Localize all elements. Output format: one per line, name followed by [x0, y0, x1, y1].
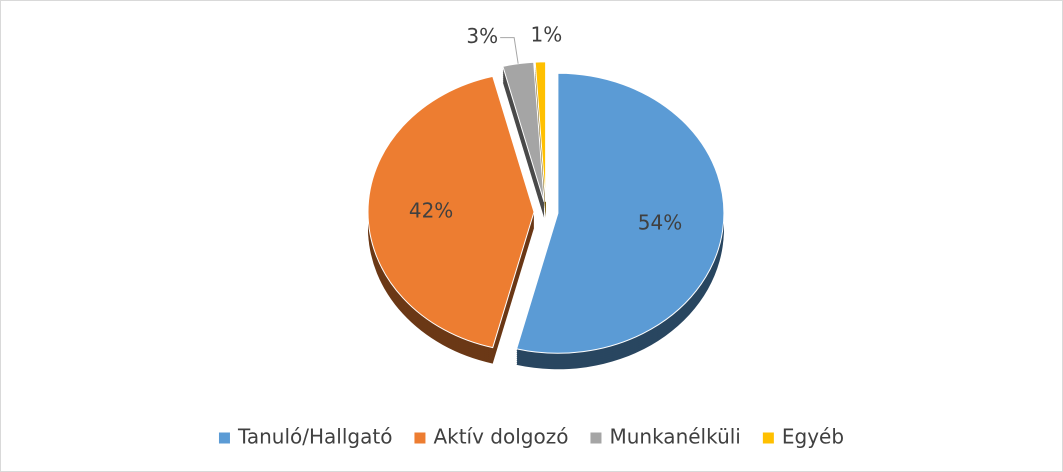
- data-label: 42%: [409, 199, 453, 223]
- legend-item: Munkanélküli: [590, 425, 741, 449]
- legend-label: Tanuló/Hallgató: [237, 425, 392, 449]
- leader-line: [500, 37, 519, 64]
- legend-swatch: [414, 432, 426, 444]
- slice: [367, 75, 535, 349]
- legend-label: Munkanélküli: [609, 425, 740, 449]
- data-label: 1%: [531, 22, 563, 46]
- legend-label: Aktív dolgozó: [433, 425, 568, 449]
- legend-item: Egyéb: [762, 425, 844, 449]
- legend-item: Tanuló/Hallgató: [218, 425, 392, 449]
- data-label: 54%: [638, 211, 682, 235]
- data-label: 3%: [466, 24, 498, 48]
- legend-label: Egyéb: [782, 425, 844, 449]
- slice: [515, 72, 725, 354]
- slice: [534, 61, 547, 202]
- legend-swatch: [762, 432, 774, 444]
- legend-item: Aktív dolgozó: [414, 425, 568, 449]
- legend-swatch: [218, 432, 230, 444]
- legend-swatch: [590, 432, 602, 444]
